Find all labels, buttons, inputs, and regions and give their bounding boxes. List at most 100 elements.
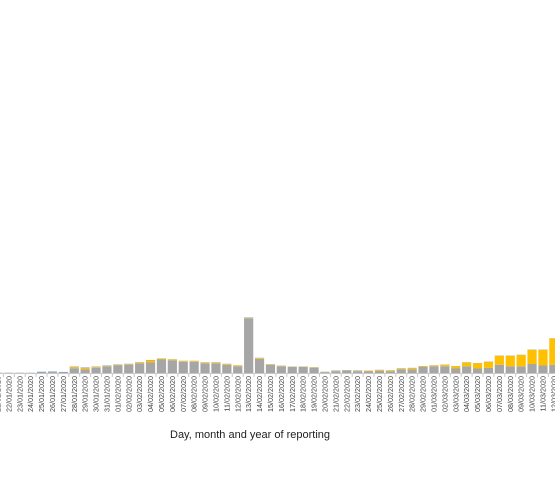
x-tick-label-48: 09/03/2020 <box>517 376 526 412</box>
bar-segment-1-46 <box>494 355 504 365</box>
bar-segment-1-19 <box>200 362 210 364</box>
bar-segment-0-29 <box>309 367 319 373</box>
bar-segment-0-40 <box>429 366 439 373</box>
bar-segment-0-45 <box>483 367 494 373</box>
bar-segment-1-14 <box>145 360 156 363</box>
bar-segment-0-23 <box>244 318 254 373</box>
bar-segment-0-16 <box>167 360 177 373</box>
bar-segment-1-48 <box>516 355 526 367</box>
x-tick-label-9: 30/01/2020 <box>92 376 101 412</box>
x-tick-label-20: 10/02/2020 <box>211 376 220 412</box>
x-tick-label-13: 03/02/2020 <box>135 376 144 412</box>
x-tick-label-10: 31/01/2020 <box>102 376 111 412</box>
bar-segment-0-31 <box>331 371 341 373</box>
bar-segment-0-19 <box>200 363 210 373</box>
bar-segment-0-10 <box>102 366 112 373</box>
bar-segment-1-17 <box>178 361 188 362</box>
bar-segment-0-18 <box>189 361 199 373</box>
bar-segment-1-18 <box>189 361 199 362</box>
x-tick-label-34: 24/02/2020 <box>364 376 373 412</box>
bar-segment-0-21 <box>222 364 232 373</box>
x-tick-label-46: 07/03/2020 <box>495 376 504 412</box>
bar-segment-0-35 <box>374 370 385 373</box>
x-tick-label-35: 25/02/2020 <box>375 376 384 412</box>
bar-segment-0-11 <box>113 365 123 373</box>
bar-segment-0-27 <box>287 367 297 373</box>
x-tick-label-33: 23/02/2020 <box>353 376 362 412</box>
bar-segment-0-13 <box>135 363 145 373</box>
x-tick-label-30: 20/02/2020 <box>320 376 329 412</box>
bar-segment-1-11 <box>113 364 123 366</box>
bar-segment-0-4 <box>36 372 47 373</box>
bar-segment-1-8 <box>80 367 90 370</box>
x-tick-label-18: 08/02/2020 <box>190 376 199 412</box>
x-tick-label-7: 28/01/2020 <box>70 376 79 412</box>
bar-segment-1-22 <box>233 365 243 367</box>
bar-segment-1-42 <box>451 366 461 369</box>
bar-segment-0-39 <box>418 367 428 373</box>
bar-segment-0-37 <box>396 369 406 373</box>
bar-segment-0-6 <box>58 372 68 373</box>
bar-segment-0-47 <box>505 366 515 373</box>
x-tick-label-50: 11/03/2020 <box>538 376 547 411</box>
bar-segment-0-24 <box>254 358 265 373</box>
bar-segment-1-7 <box>69 367 79 369</box>
bar-segment-1-51 <box>549 338 555 365</box>
bar-segment-1-12 <box>124 364 134 365</box>
bar-segment-1-39 <box>418 366 428 367</box>
bar-segment-1-35 <box>374 370 385 371</box>
x-tick-label-44: 05/03/2020 <box>473 376 482 412</box>
bar-segment-0-20 <box>211 363 221 373</box>
bar-segment-1-20 <box>211 362 221 364</box>
bar-segment-0-22 <box>233 366 243 373</box>
bar-segment-0-44 <box>472 368 483 373</box>
x-tick-label-4: 25/01/2020 <box>37 376 46 412</box>
x-ticks-group <box>2 373 549 377</box>
x-tick-label-38: 28/02/2020 <box>408 376 417 412</box>
bar-segment-1-34 <box>363 370 374 372</box>
bar-segment-1-38 <box>407 368 417 370</box>
bar-segment-0-49 <box>527 364 537 373</box>
bar-segment-1-24 <box>254 358 265 359</box>
bar-segment-0-51 <box>549 364 555 373</box>
x-tick-label-1: 22/01/2020 <box>4 376 13 412</box>
bar-segment-1-36 <box>385 370 395 372</box>
x-tick-label-40: 01/03/2020 <box>429 376 438 412</box>
bar-segment-1-16 <box>167 359 177 361</box>
x-tick-label-12: 02/02/2020 <box>124 376 133 412</box>
bar-segment-0-46 <box>494 364 504 373</box>
x-tick-label-25: 15/02/2020 <box>266 376 275 412</box>
bar-segment-0-12 <box>124 364 134 373</box>
x-tick-label-26: 16/02/2020 <box>277 376 286 412</box>
x-axis-title: Day, month and year of reporting <box>170 429 330 441</box>
x-tick-label-27: 17/02/2020 <box>288 376 297 412</box>
bar-segment-0-50 <box>538 365 548 373</box>
bar-segment-0-30 <box>320 372 330 373</box>
bar-segment-0-25 <box>265 364 276 373</box>
bar-segment-0-8 <box>80 369 90 373</box>
bar-segment-1-45 <box>483 361 494 368</box>
x-tick-label-14: 04/02/2020 <box>146 376 155 412</box>
x-tick-label-5: 26/01/2020 <box>48 376 57 412</box>
x-tick-label-43: 04/03/2020 <box>462 376 471 412</box>
x-tick-label-23: 13/02/2020 <box>244 376 253 412</box>
x-tick-label-6: 27/01/2020 <box>59 376 68 412</box>
x-tick-label-41: 02/03/2020 <box>440 376 449 412</box>
bar-segment-1-15 <box>156 358 167 360</box>
x-tick-label-19: 09/02/2020 <box>201 376 210 412</box>
bar-segment-0-9 <box>91 367 101 373</box>
bar-segment-1-47 <box>505 355 515 367</box>
x-tick-label-49: 10/03/2020 <box>528 376 537 412</box>
x-tick-label-31: 21/02/2020 <box>331 376 340 412</box>
x-tick-label-28: 18/02/2020 <box>299 376 308 412</box>
bar-segment-0-48 <box>516 366 526 373</box>
x-tick-label-16: 06/02/2020 <box>168 376 177 412</box>
bar-segment-1-13 <box>135 362 145 364</box>
x-tick-label-24: 14/02/2020 <box>255 376 264 412</box>
x-tick-label-29: 19/02/2020 <box>310 376 319 412</box>
bar-segment-1-49 <box>527 349 537 364</box>
x-tick-label-32: 22/02/2020 <box>342 376 351 412</box>
bar-segment-1-41 <box>440 364 450 367</box>
bar-segment-0-32 <box>342 370 352 373</box>
